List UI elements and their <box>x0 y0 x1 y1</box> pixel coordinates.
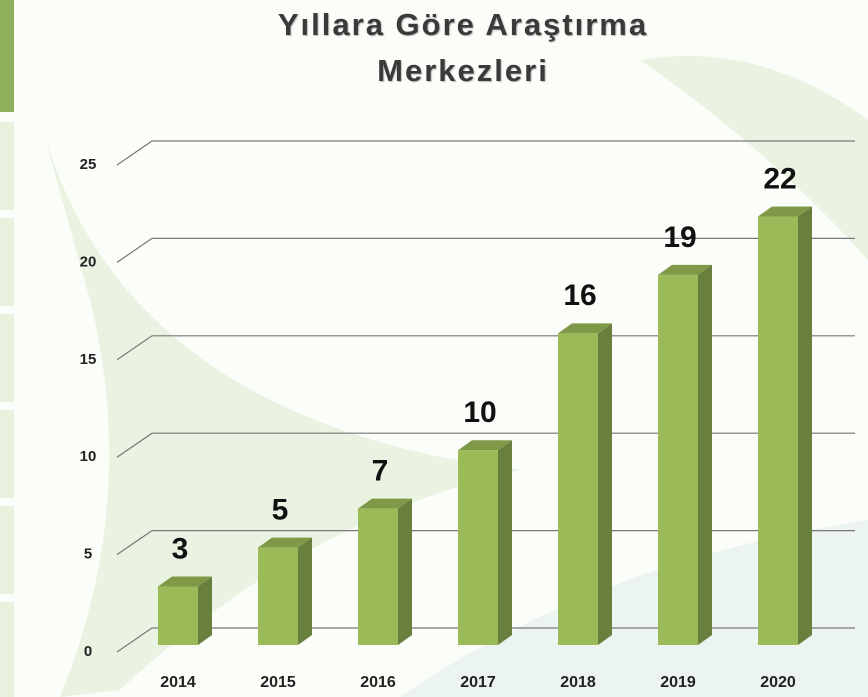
bar <box>158 576 212 645</box>
value-label: 16 <box>563 279 596 312</box>
bar-side <box>798 206 812 645</box>
bar-top <box>258 537 312 548</box>
bar-top <box>558 323 612 334</box>
bar <box>358 498 412 645</box>
bar-top <box>758 206 812 217</box>
bar-front <box>758 216 798 645</box>
value-label: 5 <box>272 494 289 527</box>
grid-line <box>116 335 855 361</box>
x-tick-label: 2018 <box>560 674 596 691</box>
bar <box>758 206 812 645</box>
bar-side <box>398 498 412 645</box>
sidebar-tab <box>0 218 14 306</box>
bar-side <box>298 537 312 645</box>
bar-top <box>158 576 212 587</box>
grid-line <box>116 627 855 653</box>
decor-arc <box>640 56 868 260</box>
decor-arc <box>40 120 520 697</box>
value-label: 19 <box>663 221 696 254</box>
bar <box>458 440 512 645</box>
grid-line <box>116 432 855 458</box>
bar-top <box>458 440 512 451</box>
bar <box>558 323 612 645</box>
decor-arc <box>400 520 868 697</box>
x-tick-label: 2016 <box>360 674 396 691</box>
bar-side <box>598 323 612 645</box>
x-tick-label: 2020 <box>760 674 796 691</box>
value-label: 10 <box>463 396 496 429</box>
bar-front <box>258 547 298 645</box>
y-tick-label: 5 <box>84 546 92 563</box>
bar-front <box>458 450 498 645</box>
bar-front <box>158 586 198 645</box>
bar <box>658 264 712 645</box>
bar-side <box>698 264 712 645</box>
bar-top <box>658 264 712 275</box>
bar <box>258 537 312 645</box>
sidebar-tab <box>0 506 14 594</box>
bar-side <box>198 576 212 645</box>
sidebar-tab <box>0 314 14 402</box>
bar-top <box>358 498 412 509</box>
x-tick-label: 2014 <box>160 674 196 691</box>
bar-side <box>498 440 512 645</box>
x-tick-label: 2015 <box>260 674 296 691</box>
sidebar-tab <box>0 0 14 112</box>
y-tick-label: 10 <box>80 448 97 465</box>
sidebar-tab <box>0 122 14 210</box>
chart-title: Yıllara Göre Araştırma Merkezleri <box>277 7 649 88</box>
value-label: 3 <box>172 532 189 565</box>
bar-front <box>358 508 398 645</box>
sidebar-tab <box>0 410 14 498</box>
x-tick-label: 2019 <box>660 674 696 691</box>
grid-line <box>116 530 855 556</box>
x-tick-label: 2017 <box>460 674 496 691</box>
grid-line <box>116 237 855 263</box>
bar-front <box>558 333 598 645</box>
sidebar-tab <box>0 602 14 697</box>
value-label: 22 <box>763 162 796 195</box>
y-tick-label: 0 <box>84 643 92 660</box>
y-tick-label: 20 <box>80 253 97 270</box>
y-tick-label: 25 <box>80 156 97 173</box>
y-tick-label: 15 <box>80 351 97 368</box>
grid-line <box>116 140 855 166</box>
value-label: 7 <box>372 455 389 488</box>
bar-front <box>658 274 698 645</box>
